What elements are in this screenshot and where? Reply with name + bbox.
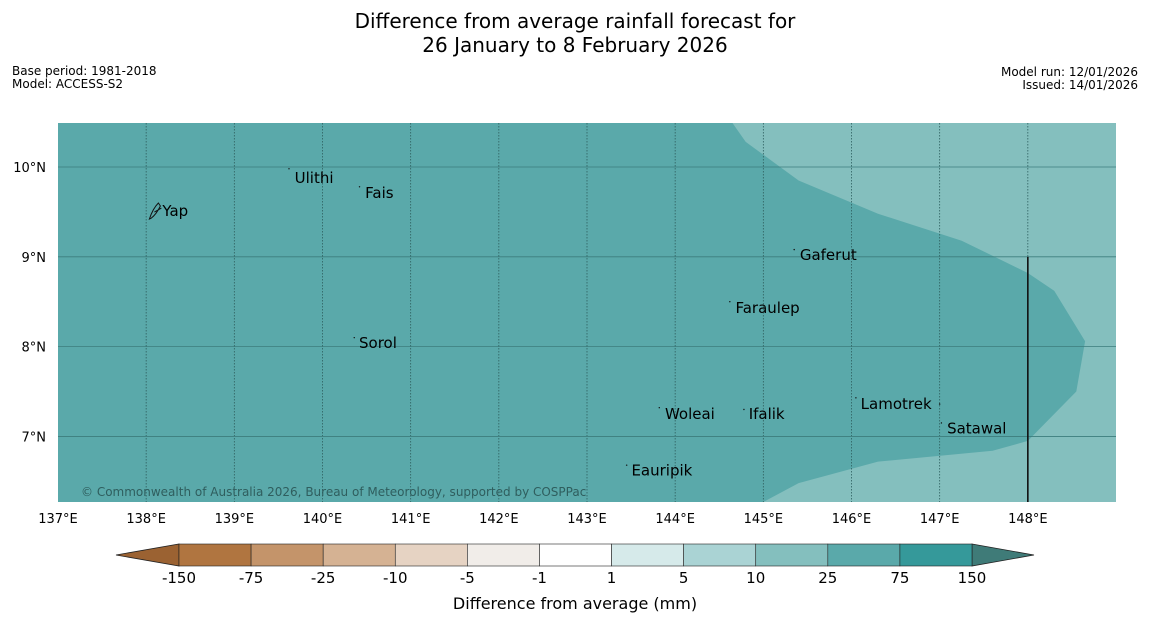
colorbar-tick-label: 10	[746, 569, 765, 587]
issued-date-text: Issued: 14/01/2026	[1022, 78, 1138, 92]
place-label: Eauripik	[631, 462, 692, 480]
issue-info: Model run: 12/01/2026 Issued: 14/01/2026	[1001, 66, 1138, 92]
colorbar-bin	[250, 543, 324, 567]
islet-marker	[288, 168, 290, 170]
place-label: Gaferut	[800, 246, 857, 264]
colorbar-tick-label: 75	[890, 569, 909, 587]
islet-marker	[743, 408, 745, 411]
colorbar-title: Difference from average (mm)	[452, 594, 698, 613]
islet-marker	[855, 397, 857, 399]
islet-marker	[940, 422, 943, 424]
latitude-tick-label: 7°N	[22, 430, 47, 445]
longitude-tick-label: 145°E	[744, 512, 784, 527]
islet-marker	[358, 186, 361, 188]
place-label: Sorol	[359, 334, 397, 352]
place-label: Yap	[161, 202, 188, 220]
latitude-tick-label: 8°N	[22, 341, 47, 356]
longitude-tick-label: 142°E	[479, 512, 519, 527]
place-label: Lamotrek	[861, 395, 932, 413]
place-label: Satawal	[947, 419, 1006, 437]
colorbar-tick-label: 1	[607, 569, 617, 587]
place-label: Faraulep	[735, 299, 799, 317]
map-title: Difference from average rainfall forecas…	[0, 9, 1150, 57]
model-run-text: Model run: 12/01/2026	[1000, 65, 1138, 79]
longitude-tick-label: 137°E	[38, 512, 78, 527]
main-anomaly-region	[58, 123, 1086, 502]
colorbar-tick-label: -1	[532, 569, 547, 587]
yap-island-shape	[148, 202, 162, 221]
model-info: Base period: 1981-2018 Model: ACCESS-S2	[12, 65, 157, 91]
colorbar-over-arrow	[971, 543, 1035, 567]
colorbar-bin	[394, 543, 468, 567]
islet-marker	[658, 406, 660, 409]
islet-marker	[625, 464, 628, 466]
colorbar-tick-label: -25	[311, 569, 336, 587]
colorbar-tick-label: -150	[162, 569, 196, 587]
colorbar-bin	[539, 543, 612, 567]
model-name-text: Model: ACCESS-S2	[12, 77, 124, 91]
longitude-tick-label: 138°E	[126, 512, 166, 527]
colorbar-tick-label: 150	[958, 569, 987, 587]
longitude-tick-label: 146°E	[832, 512, 872, 527]
colorbar-tick-label: 25	[818, 569, 837, 587]
place-label: Woleai	[665, 405, 715, 423]
longitude-tick-label: 143°E	[567, 512, 607, 527]
place-label: Ulithi	[295, 169, 334, 187]
colorbar-bin	[683, 543, 757, 567]
longitude-tick-label: 139°E	[215, 512, 255, 527]
colorbar-bin	[899, 543, 973, 567]
islet-marker	[729, 301, 731, 303]
colorbar-tick-label: -10	[383, 569, 408, 587]
place-label: Fais	[365, 184, 394, 202]
colorbar-bin	[467, 543, 540, 567]
colorbar-bin	[322, 543, 396, 567]
colorbar-bin	[178, 543, 252, 567]
latitude-tick-label: 9°N	[22, 251, 47, 266]
colorbar-tick-label: -75	[239, 569, 264, 587]
place-label: Ifalik	[749, 405, 785, 423]
latitude-tick-label: 10°N	[13, 161, 46, 176]
longitude-tick-label: 147°E	[920, 512, 960, 527]
longitude-tick-label: 144°E	[655, 512, 695, 527]
copyright-text: © Commonwealth of Australia 2026, Bureau…	[81, 485, 586, 499]
colorbar-bin	[755, 543, 829, 567]
islet-marker	[793, 248, 795, 251]
islet-marker	[353, 336, 355, 339]
base-period-text: Base period: 1981-2018	[12, 64, 157, 78]
islet-marker	[938, 403, 941, 405]
map-title-line-1: Difference from average rainfall forecas…	[354, 9, 796, 33]
colorbar-bin	[611, 543, 684, 567]
colorbar-tick-label: 5	[679, 569, 689, 587]
longitude-tick-label: 141°E	[391, 512, 431, 527]
colorbar-under-arrow	[115, 543, 180, 567]
longitude-tick-label: 148°E	[1008, 512, 1048, 527]
longitude-tick-label: 140°E	[303, 512, 343, 527]
colorbar-bin	[827, 543, 901, 567]
map-title-line-2: 26 January to 8 February 2026	[422, 33, 728, 57]
colorbar-tick-label: -5	[460, 569, 475, 587]
